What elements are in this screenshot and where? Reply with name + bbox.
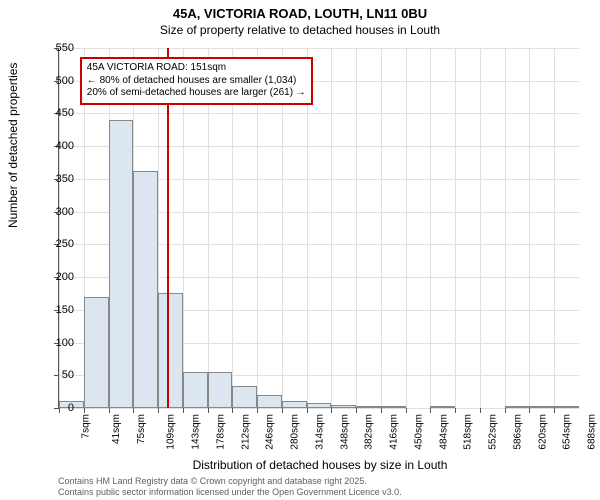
x-tick	[406, 408, 407, 413]
x-tick-label: 586sqm	[513, 414, 524, 450]
x-axis-label: Distribution of detached houses by size …	[20, 458, 600, 472]
histogram-bar	[529, 406, 554, 408]
histogram-bar	[505, 406, 530, 408]
x-tick-label: 552sqm	[488, 414, 499, 450]
chart-subtitle: Size of property relative to detached ho…	[0, 23, 600, 41]
histogram-bar	[356, 406, 381, 408]
histogram-bar	[430, 406, 455, 408]
histogram-bar	[282, 401, 307, 408]
y-tick-label: 550	[34, 42, 74, 54]
x-tick-label: 41sqm	[111, 414, 122, 444]
gridline-v	[554, 48, 555, 408]
y-tick-label: 500	[34, 75, 74, 87]
y-axis-label: Number of detached properties	[6, 63, 20, 228]
histogram-bar	[133, 171, 158, 408]
y-tick-label: 250	[34, 238, 74, 250]
x-tick-label: 314sqm	[314, 414, 325, 450]
x-tick-label: 654sqm	[562, 414, 573, 450]
x-tick-label: 212sqm	[240, 414, 251, 450]
gridline-v	[381, 48, 382, 408]
x-tick	[505, 408, 506, 413]
histogram-bar	[554, 406, 579, 408]
histogram-bar	[307, 403, 332, 408]
x-tick-label: 280sqm	[290, 414, 301, 450]
x-tick	[455, 408, 456, 413]
annotation-line: 45A VICTORIA ROAD: 151sqm	[87, 62, 306, 75]
gridline-h	[59, 48, 579, 49]
y-tick-label: 300	[34, 206, 74, 218]
x-tick	[381, 408, 382, 413]
x-tick	[331, 408, 332, 413]
x-tick-label: 484sqm	[438, 414, 449, 450]
x-tick-label: 450sqm	[413, 414, 424, 450]
x-tick-label: 7sqm	[80, 414, 91, 438]
x-tick-label: 416sqm	[389, 414, 400, 450]
footer-line: Contains public sector information licen…	[58, 487, 402, 498]
x-tick-label: 178sqm	[215, 414, 226, 450]
histogram-bar	[232, 386, 257, 408]
x-tick-label: 246sqm	[265, 414, 276, 450]
footer-attribution: Contains HM Land Registry data © Crown c…	[58, 476, 402, 498]
x-tick-label: 688sqm	[587, 414, 598, 450]
x-tick	[480, 408, 481, 413]
gridline-h	[59, 146, 579, 147]
y-tick-label: 150	[34, 304, 74, 316]
x-tick-label: 382sqm	[364, 414, 375, 450]
gridline-v	[455, 48, 456, 408]
y-tick-label: 0	[34, 402, 74, 414]
gridline-v	[331, 48, 332, 408]
x-tick	[208, 408, 209, 413]
x-tick-label: 109sqm	[166, 414, 177, 450]
histogram-bar	[183, 372, 208, 408]
x-tick	[133, 408, 134, 413]
chart-container: 45A, VICTORIA ROAD, LOUTH, LN11 0BU Size…	[0, 0, 600, 500]
gridline-h	[59, 113, 579, 114]
footer-line: Contains HM Land Registry data © Crown c…	[58, 476, 402, 487]
gridline-v	[430, 48, 431, 408]
histogram-bar	[381, 406, 406, 408]
x-tick	[257, 408, 258, 413]
histogram-bar	[158, 293, 183, 408]
x-tick	[529, 408, 530, 413]
y-tick-label: 100	[34, 337, 74, 349]
y-tick-label: 400	[34, 140, 74, 152]
x-tick	[158, 408, 159, 413]
annotation-line: 20% of semi-detached houses are larger (…	[87, 87, 306, 100]
x-tick	[232, 408, 233, 413]
plot-area: 45A VICTORIA ROAD: 151sqm ← 80% of detac…	[58, 48, 579, 409]
y-tick-label: 450	[34, 107, 74, 119]
y-tick-label: 50	[34, 369, 74, 381]
x-tick-label: 620sqm	[537, 414, 548, 450]
gridline-v	[406, 48, 407, 408]
x-tick	[356, 408, 357, 413]
histogram-bar	[109, 120, 134, 408]
gridline-v	[59, 48, 60, 408]
annotation-line: ← 80% of detached houses are smaller (1,…	[87, 75, 306, 88]
gridline-v	[505, 48, 506, 408]
histogram-bar	[257, 395, 282, 408]
gridline-v	[480, 48, 481, 408]
chart-title: 45A, VICTORIA ROAD, LOUTH, LN11 0BU	[0, 0, 600, 23]
x-tick	[282, 408, 283, 413]
histogram-bar	[208, 372, 233, 408]
x-tick-label: 75sqm	[136, 414, 147, 444]
x-tick-label: 348sqm	[339, 414, 350, 450]
x-tick	[554, 408, 555, 413]
x-tick-label: 518sqm	[463, 414, 474, 450]
x-tick	[183, 408, 184, 413]
x-tick	[84, 408, 85, 413]
gridline-h	[59, 408, 579, 409]
histogram-bar	[331, 405, 356, 408]
y-tick-label: 350	[34, 173, 74, 185]
y-tick-label: 200	[34, 271, 74, 283]
x-tick	[430, 408, 431, 413]
gridline-v	[356, 48, 357, 408]
gridline-v	[529, 48, 530, 408]
x-tick	[109, 408, 110, 413]
x-tick	[307, 408, 308, 413]
x-tick-label: 143sqm	[191, 414, 202, 450]
histogram-bar	[84, 297, 109, 408]
annotation-box: 45A VICTORIA ROAD: 151sqm ← 80% of detac…	[80, 57, 313, 105]
